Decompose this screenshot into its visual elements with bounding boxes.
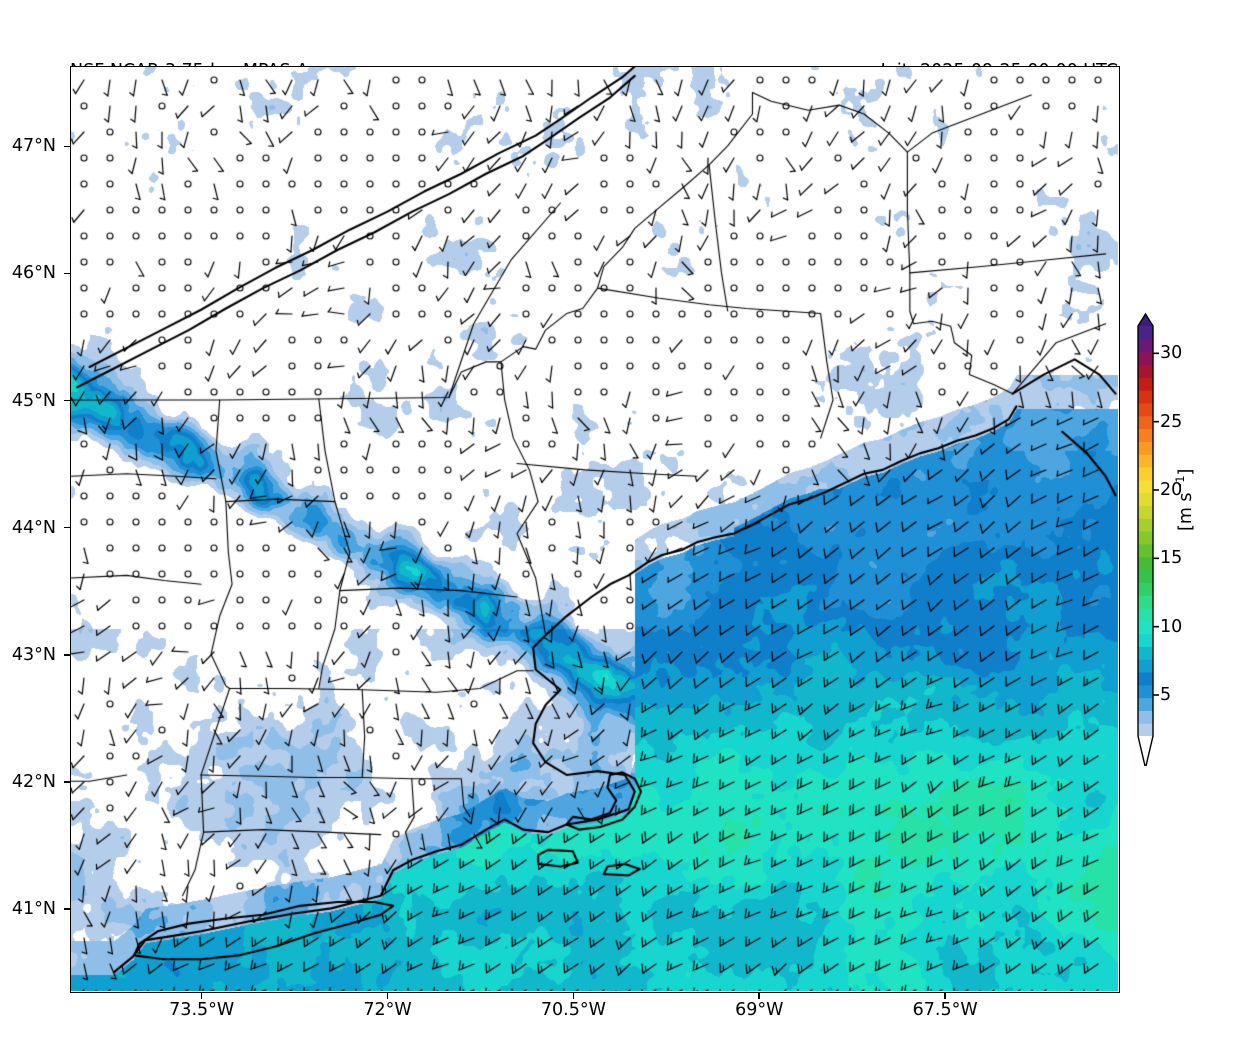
colorbar-units-label: [m s−1] <box>1173 468 1196 531</box>
lat-tick-6: 41°N <box>11 898 56 919</box>
lat-tick-0: 47°N <box>11 136 56 157</box>
lon-tickmark-2 <box>572 993 575 999</box>
lat-tickmark-6 <box>64 908 70 910</box>
lat-tick-3: 44°N <box>11 517 56 538</box>
lat-tick-2: 45°N <box>11 390 56 411</box>
lat-tickmark-5 <box>64 781 70 783</box>
lon-tickmark-0 <box>200 993 203 999</box>
map-plot-area[interactable] <box>70 66 1120 993</box>
lat-tickmark-1 <box>64 272 70 275</box>
lon-tickmark-3 <box>758 993 761 999</box>
lat-tick-1: 46°N <box>11 263 56 284</box>
lon-tickmark-4 <box>944 993 946 999</box>
lat-tickmark-0 <box>64 145 70 148</box>
colorbar-tick-20: 20 <box>1160 480 1183 500</box>
lon-tick-0: 73.5°W <box>169 1000 235 1020</box>
colorbar-tick-10: 10 <box>1160 616 1183 637</box>
lat-tick-5: 42°N <box>11 771 56 792</box>
colorbar[interactable]: 30 25 20 15 10 5 [m s−1] <box>1130 296 1235 766</box>
colorbar-tick-5: 5 <box>1160 685 1172 705</box>
colorbar-tick-25: 25 <box>1160 411 1183 432</box>
colorbar-tick-30: 30 <box>1160 343 1183 364</box>
lon-tick-2: 70.5°W <box>540 1000 606 1020</box>
lat-tickmark-2 <box>64 399 70 402</box>
lon-tick-4: 67.5°W <box>912 1000 978 1020</box>
lat-tickmark-3 <box>64 526 70 529</box>
colorbar-tick-15: 15 <box>1160 548 1183 569</box>
lon-tick-1: 72°W <box>363 1000 412 1020</box>
lon-tick-3: 69°W <box>735 1000 784 1020</box>
lat-tick-4: 43°N <box>11 644 56 665</box>
lon-tickmark-1 <box>386 993 389 999</box>
lat-tickmark-4 <box>64 653 70 656</box>
wind-speed-map <box>71 67 1118 991</box>
